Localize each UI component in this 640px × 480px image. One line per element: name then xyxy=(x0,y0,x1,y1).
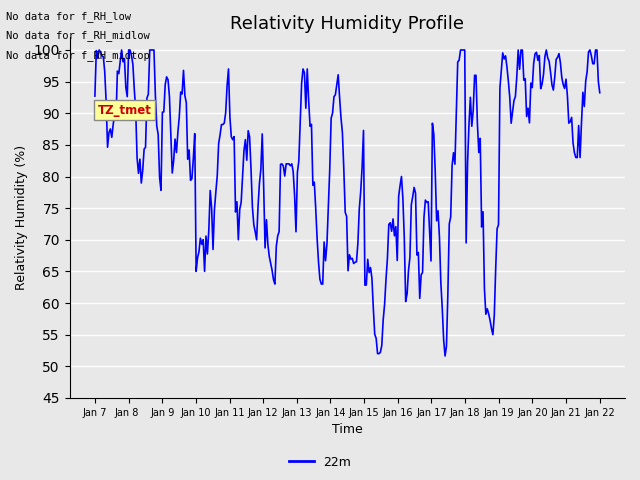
Text: No data for f_RH_midlow: No data for f_RH_midlow xyxy=(6,30,150,41)
Text: No data for f_RH_midtop: No data for f_RH_midtop xyxy=(6,49,150,60)
Y-axis label: Relativity Humidity (%): Relativity Humidity (%) xyxy=(15,145,28,290)
Title: Relativity Humidity Profile: Relativity Humidity Profile xyxy=(230,15,465,33)
Legend: 22m: 22m xyxy=(284,451,356,474)
Text: TZ_tmet: TZ_tmet xyxy=(97,104,151,117)
Text: No data for f_RH_low: No data for f_RH_low xyxy=(6,11,131,22)
X-axis label: Time: Time xyxy=(332,423,363,436)
